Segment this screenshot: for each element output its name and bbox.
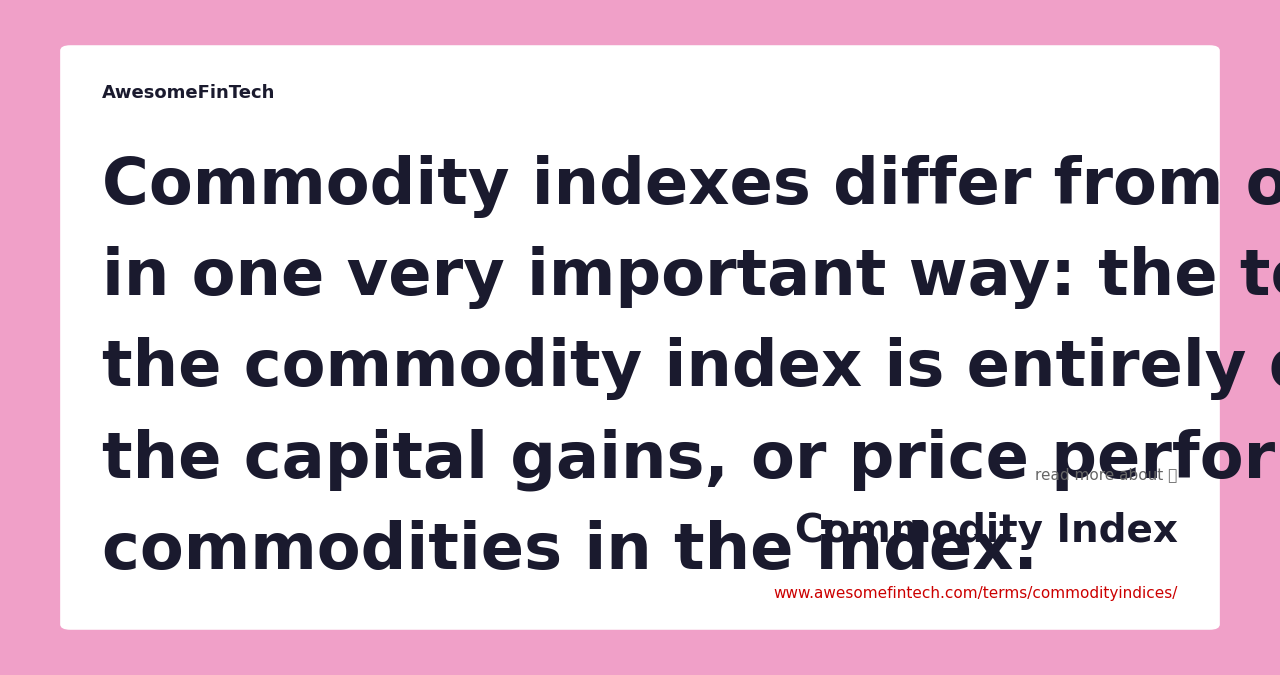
- Text: in one very important way: the total return of: in one very important way: the total ret…: [102, 246, 1280, 309]
- Text: the capital gains, or price performance, of the: the capital gains, or price performance,…: [102, 429, 1280, 491]
- Text: commodities in the index.: commodities in the index.: [102, 520, 1038, 582]
- Text: read more about 📌: read more about 📌: [1036, 468, 1178, 483]
- Text: the commodity index is entirely dependent on: the commodity index is entirely dependen…: [102, 338, 1280, 400]
- Text: Commodity indexes differ from other indexes: Commodity indexes differ from other inde…: [102, 155, 1280, 218]
- Text: www.awesomefintech.com/terms/commodityindices/: www.awesomefintech.com/terms/commodityin…: [773, 586, 1178, 601]
- Text: Commodity Index: Commodity Index: [795, 512, 1178, 550]
- Text: AwesomeFinTech: AwesomeFinTech: [102, 84, 275, 103]
- FancyBboxPatch shape: [60, 45, 1220, 630]
